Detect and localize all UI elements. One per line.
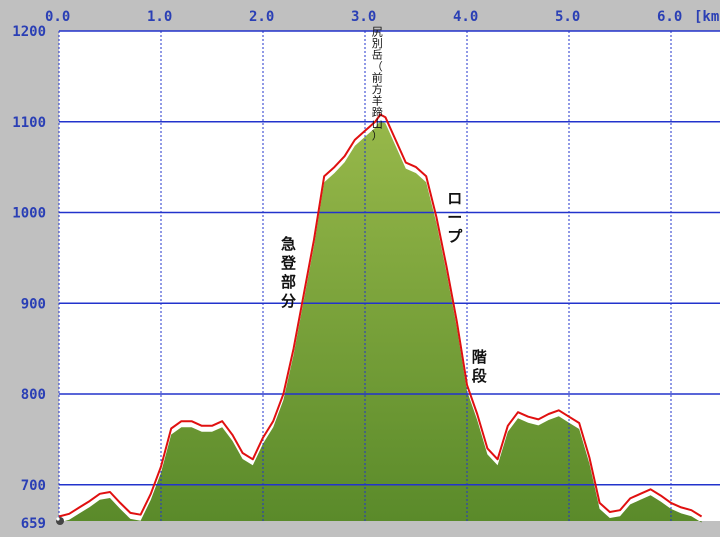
y-tick-label: 700: [21, 478, 46, 494]
y-tick-label: 1100: [12, 115, 46, 131]
y-tick-label: 1000: [12, 206, 46, 222]
x-tick-label: 2.0: [249, 9, 274, 25]
x-tick-label: 3.0: [351, 9, 376, 25]
y-axis-ticks: 1200 1100 1000 900 800 700 659: [12, 24, 46, 532]
track-line: [58, 113, 703, 518]
ground-area: [59, 120, 702, 523]
x-tick-label: 1.0: [147, 9, 172, 25]
track-polyline: [58, 113, 703, 518]
y-tick-label: 1200: [12, 24, 46, 40]
y-tick-label: 800: [21, 387, 46, 403]
x-tick-label: 0.0: [45, 9, 70, 25]
x-axis-ticks: 0.0 1.0 2.0 3.0 4.0 5.0 6.0 [km: [45, 9, 719, 25]
y-tick-label: 900: [21, 296, 46, 312]
annotation-2: 階段: [472, 348, 487, 385]
start-marker-icon: [56, 517, 64, 525]
annotation-3: 尻別岳（前方羊蹄山）: [372, 26, 383, 143]
x-tick-label: 4.0: [453, 9, 478, 25]
x-tick-label: 5.0: [555, 9, 580, 25]
y-min-label: 659: [21, 516, 46, 532]
x-unit-label: [km: [694, 9, 719, 25]
ground-area-fill: [59, 120, 702, 523]
annotation-1: ロープ: [447, 189, 463, 245]
annotation-0: 急登部分: [280, 235, 297, 310]
gridlines: [58, 30, 720, 521]
x-tick-label: 6.0: [657, 9, 682, 25]
